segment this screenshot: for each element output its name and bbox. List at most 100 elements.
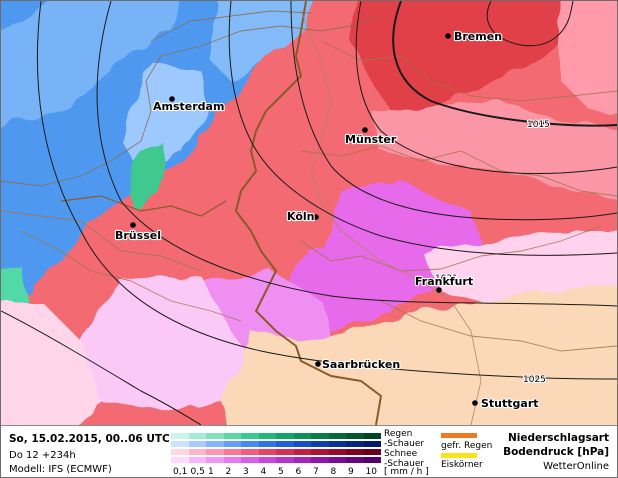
- legend-snow: Schnee: [384, 449, 418, 459]
- city-marker: [362, 127, 368, 133]
- scale-swatch: [363, 441, 381, 447]
- city-marker: [313, 214, 319, 220]
- city-amsterdam: Amsterdam: [152, 96, 226, 114]
- scale-ticks: 0,1 0,5 1 2 3 4 5 6 7 8 9 10: [171, 426, 381, 477]
- isobar-2: [96, 1, 617, 307]
- scale-swatch: [276, 433, 294, 439]
- rain-area-green: [129, 141, 166, 206]
- scale-tick-label: 0,5: [190, 467, 205, 477]
- scale-rain-shower: [171, 441, 381, 447]
- scale-swatch: [171, 433, 189, 439]
- city-stuttgart: Stuttgart: [472, 396, 540, 411]
- region-border-5: [20, 230, 242, 322]
- city-marker: [169, 96, 175, 102]
- precipitation-map: 1015 1021 1025 Bremen Amsterdam Münster …: [1, 1, 617, 425]
- scale-tick-label: 8: [330, 467, 337, 477]
- scale-swatch: [171, 441, 189, 447]
- scale-rain: [171, 433, 381, 439]
- city-label-saarbruecken: Saarbrücken: [322, 358, 400, 371]
- city-label-stuttgart: Stuttgart: [481, 397, 539, 410]
- region-borders: [1, 10, 617, 425]
- city-koeln: Köln: [286, 209, 319, 224]
- scale-swatch: [346, 433, 364, 439]
- cities: Bremen Amsterdam Münster Köln Brüssel Fr…: [114, 29, 540, 411]
- city-muenster: Münster: [344, 127, 398, 147]
- scale-swatch: [241, 449, 259, 455]
- model-run: Do 12 +234h: [9, 450, 76, 461]
- rain-shower-light-area: [1, 1, 177, 126]
- region-border-4: [380, 300, 617, 352]
- legend-unit: [ mm / h ]: [384, 467, 429, 477]
- scale-tick-label: 4: [260, 467, 267, 477]
- region-border-2: [300, 145, 617, 197]
- isobar-4: [228, 1, 617, 256]
- snow-shower-area: [281, 181, 481, 331]
- brand-label: WetterOnline: [543, 461, 609, 472]
- coastline-islands: [150, 10, 312, 42]
- country-border-de-nl-be: [235, 1, 382, 425]
- city-label-bruessel: Brüssel: [115, 229, 161, 242]
- legend-rain-shower: -Schauer: [384, 439, 425, 449]
- city-marker: [436, 287, 442, 293]
- scale-tick-label: 6: [295, 467, 302, 477]
- region-border-6: [1, 210, 202, 272]
- scale-tick-label: 2: [225, 467, 232, 477]
- scale-swatch: [293, 441, 311, 447]
- scale-tick-label: 0,1: [173, 467, 188, 477]
- legend-panel: So, 15.02.2015, 00..06 UTC Do 12 +234h M…: [1, 425, 617, 477]
- scale-tick-label: 10: [365, 467, 377, 477]
- scale-swatch: [311, 441, 329, 447]
- snow-light-area-2: [561, 1, 617, 111]
- city-label-amsterdam: Amsterdam: [153, 100, 224, 113]
- scale-swatch: [346, 449, 364, 455]
- isobars: [1, 1, 617, 425]
- scale-swatch: [223, 457, 241, 463]
- city-bremen: Bremen: [445, 29, 503, 44]
- scale-swatch: [258, 433, 276, 439]
- color-scale: [171, 433, 381, 465]
- scale-swatch: [276, 457, 294, 463]
- scale-swatch: [206, 457, 224, 463]
- scale-swatch: [241, 457, 259, 463]
- legend-rain: Regen: [384, 429, 413, 439]
- scale-tick-label: 9: [348, 467, 354, 477]
- scale-swatch: [293, 433, 311, 439]
- legend-title-precip-type: Niederschlagsart: [507, 432, 609, 444]
- scale-tick-label: 3: [243, 467, 249, 477]
- rain-shower-light-area-2: [211, 1, 313, 81]
- scale-swatch: [258, 457, 276, 463]
- scale-swatch: [171, 449, 189, 455]
- country-border-nl-be: [60, 195, 227, 217]
- scale-swatch: [258, 441, 276, 447]
- scale-swatch: [311, 433, 329, 439]
- city-frankfurt: Frankfurt: [414, 274, 474, 293]
- scale-swatch: [188, 441, 206, 447]
- legend-title-pressure: Bodendruck [hPa]: [503, 446, 609, 458]
- legend-ice-pellets: Eiskörner: [441, 460, 483, 470]
- scale-swatch: [293, 449, 311, 455]
- scale-swatch: [188, 433, 206, 439]
- west-pale-area: [1, 301, 101, 425]
- scale-swatch: [311, 457, 329, 463]
- city-bruessel: Brüssel: [114, 222, 162, 243]
- scale-swatch: [241, 441, 259, 447]
- scale-snow-shower: [171, 457, 381, 463]
- isobar-label-1025: 1025: [523, 375, 546, 385]
- region-border-1: [320, 40, 617, 102]
- coastline: [1, 15, 382, 187]
- scale-swatch: [346, 441, 364, 447]
- scale-swatch: [311, 449, 329, 455]
- ice-pellets-swatch: [441, 453, 477, 458]
- freezing-rain-swatch: [441, 433, 477, 438]
- scale-swatch: [223, 449, 241, 455]
- scale-swatch: [328, 441, 346, 447]
- region-border-3: [300, 225, 602, 272]
- scale-swatch: [363, 449, 381, 455]
- scale-swatch: [206, 449, 224, 455]
- isobar-1015: [392, 1, 617, 127]
- isobar-label-1021: 1021: [435, 274, 458, 284]
- scale-snow: [171, 449, 381, 455]
- city-saarbruecken: Saarbrücken: [315, 357, 401, 372]
- scale-swatch: [328, 433, 346, 439]
